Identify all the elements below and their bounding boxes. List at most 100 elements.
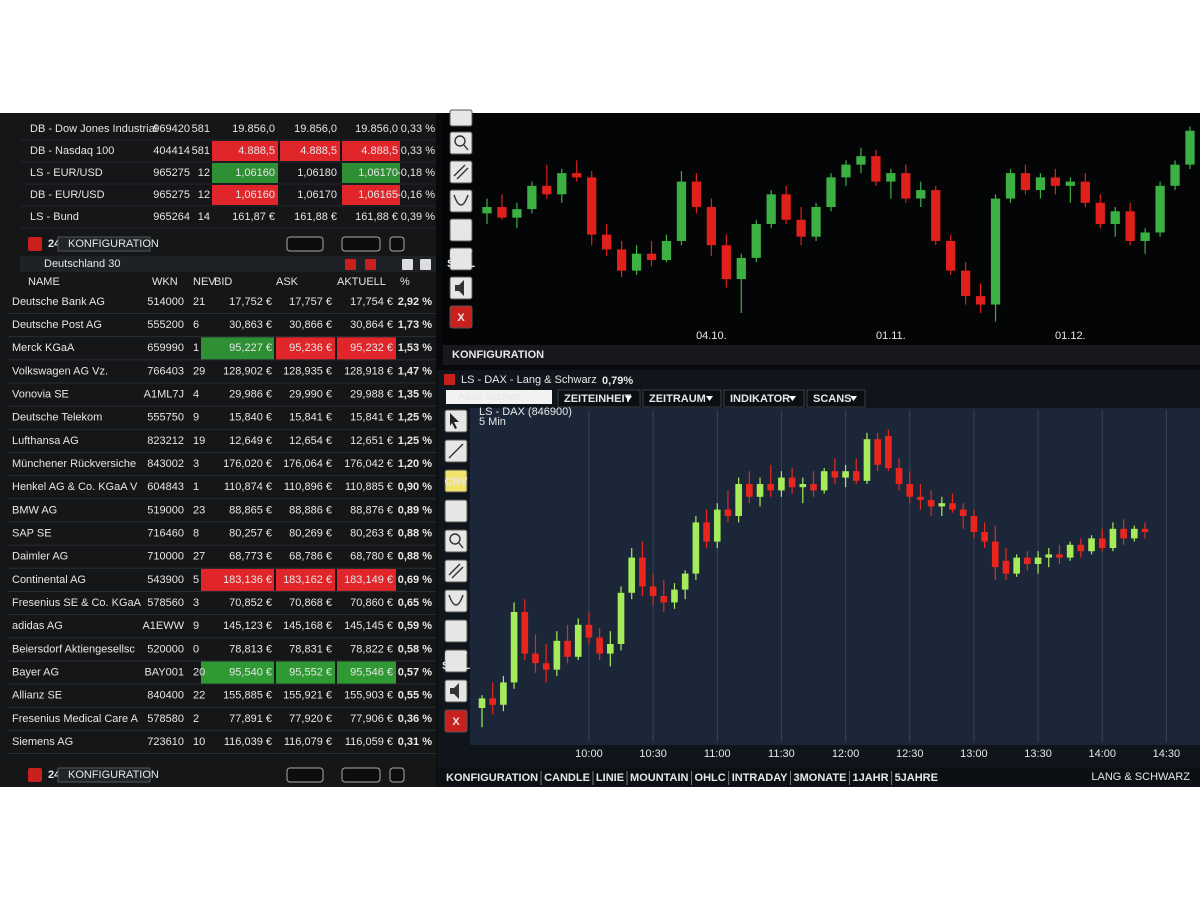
search-input[interactable] xyxy=(446,390,552,404)
candle-body xyxy=(938,503,946,507)
candle-body xyxy=(1109,528,1117,548)
watchlist-cell: 68,780 € xyxy=(350,551,393,563)
tool-button[interactable] xyxy=(341,236,381,252)
index-cell: 965275 xyxy=(153,167,190,179)
index-cell: 0,33 % xyxy=(401,145,435,157)
menu-label: SCANS xyxy=(813,393,852,405)
tool-button[interactable] xyxy=(444,709,468,733)
index-cell: 19.856,0 xyxy=(355,123,398,135)
menu-button[interactable] xyxy=(642,389,722,408)
watchlist-cell: 710000 xyxy=(147,551,184,563)
tool-button[interactable] xyxy=(286,236,324,252)
candle-body xyxy=(521,612,529,654)
candle-body xyxy=(596,637,603,654)
index-cell: 12 xyxy=(198,189,210,201)
tool-button[interactable] xyxy=(341,767,381,783)
candle-body xyxy=(1125,211,1135,241)
config-button[interactable] xyxy=(57,767,151,783)
panel-icon[interactable] xyxy=(420,259,431,270)
index-cell: 0,39 % xyxy=(401,211,435,223)
tool-button[interactable] xyxy=(444,469,468,493)
candle-body xyxy=(746,484,753,497)
config-button[interactable] xyxy=(57,236,151,252)
bottom-menu-item[interactable]: 3MONATE xyxy=(794,772,847,784)
tool-button[interactable] xyxy=(449,305,473,329)
bottom-menu-item[interactable]: MOUNTAIN xyxy=(630,772,689,784)
tool-button[interactable] xyxy=(286,767,324,783)
bottom-menu-item[interactable]: 5JAHRE xyxy=(895,772,938,784)
candle-body xyxy=(1120,528,1127,539)
tool-button[interactable] xyxy=(449,189,473,213)
watchlist-cell: 22 xyxy=(193,690,205,702)
menu-button[interactable] xyxy=(806,389,866,408)
tool-button[interactable] xyxy=(449,109,473,127)
candle-body xyxy=(799,484,807,488)
tool-button[interactable] xyxy=(449,247,473,271)
x-tick-label: 14:00 xyxy=(1088,748,1116,760)
zoom-icon xyxy=(449,533,461,545)
tool-label: CRV xyxy=(444,476,468,488)
column-header: ASK xyxy=(276,276,299,288)
tool-button[interactable] xyxy=(444,529,468,553)
cell-highlight xyxy=(201,568,274,591)
candle-body xyxy=(1020,173,1031,191)
watchlist-cell: Fresenius Medical Care A xyxy=(12,713,139,725)
index-cell: -0,16 % xyxy=(397,189,435,201)
cell-highlight xyxy=(201,661,274,684)
watchlist-cell: 766403 xyxy=(147,365,184,377)
watchlist-header xyxy=(20,256,436,272)
watchlist-cell: 88,876 € xyxy=(350,504,393,516)
tool-button[interactable] xyxy=(389,767,405,783)
watchlist-cell: 17,752 € xyxy=(229,296,272,308)
watchlist-cell: 723610 xyxy=(147,736,184,748)
tool-button[interactable] xyxy=(444,619,468,643)
index-cell: DB - Dow Jones Industrial xyxy=(30,123,157,135)
panel-icon[interactable] xyxy=(365,259,376,270)
menu-button[interactable] xyxy=(557,389,641,408)
watchlist-cell: adidas AG xyxy=(12,620,63,632)
bottom-menu-item[interactable]: KONFIGURATION xyxy=(446,772,538,784)
watchlist-cell: 155,885 € xyxy=(223,690,272,702)
bottom-menu-item[interactable]: CANDLE xyxy=(544,772,590,784)
menu-arrow xyxy=(625,396,632,401)
x-tick-label: 01.11. xyxy=(876,330,906,342)
candle-body xyxy=(721,245,731,280)
watchlist-cell: 15,840 € xyxy=(229,412,272,424)
candle-body xyxy=(927,500,935,507)
candle-body xyxy=(706,207,716,246)
tool-button[interactable] xyxy=(389,236,405,252)
watchlist-cell: 8 xyxy=(193,528,199,540)
footer-label: KONFIGURATION xyxy=(452,349,544,361)
tool-label: % xyxy=(451,506,461,518)
x-tick-label: 12:30 xyxy=(896,748,924,760)
tool-button[interactable] xyxy=(449,131,473,155)
bottom-menu-item[interactable]: INTRADAY xyxy=(732,772,788,784)
watchlist-cell: Merck KGaA xyxy=(12,342,75,354)
menu-button[interactable] xyxy=(723,389,805,408)
bottom-menu-item[interactable]: LINIE xyxy=(596,772,624,784)
panel-icon[interactable] xyxy=(345,259,356,270)
candle-body xyxy=(981,532,988,542)
tool-button[interactable] xyxy=(444,589,468,613)
lines-icon xyxy=(451,566,464,579)
candle-body xyxy=(810,484,817,491)
watchlist-cell: 578580 xyxy=(147,713,184,725)
bottom-menu-item[interactable]: 1JAHR xyxy=(852,772,888,784)
watchlist-cell: 80,257 € xyxy=(229,528,272,540)
tool-button[interactable] xyxy=(444,499,468,523)
watchlist-cell: 145,145 € xyxy=(344,620,393,632)
watchlist-cell: BAY001 xyxy=(144,666,184,678)
bottom-menu-item[interactable]: OHLC xyxy=(695,772,726,784)
cell-highlight xyxy=(280,141,340,161)
tool-button[interactable] xyxy=(449,218,473,242)
tool-button[interactable] xyxy=(444,559,468,583)
panel-icon[interactable] xyxy=(402,259,413,270)
candle-body xyxy=(572,173,582,178)
candle-body xyxy=(1140,232,1150,241)
watchlist-cell: 12,651 € xyxy=(350,435,393,447)
tool-button[interactable] xyxy=(449,160,473,184)
candle-body xyxy=(1088,538,1095,552)
watchlist-cell: 1,47 % xyxy=(398,365,432,377)
count-badge xyxy=(28,768,42,782)
tool-button[interactable] xyxy=(444,649,468,673)
